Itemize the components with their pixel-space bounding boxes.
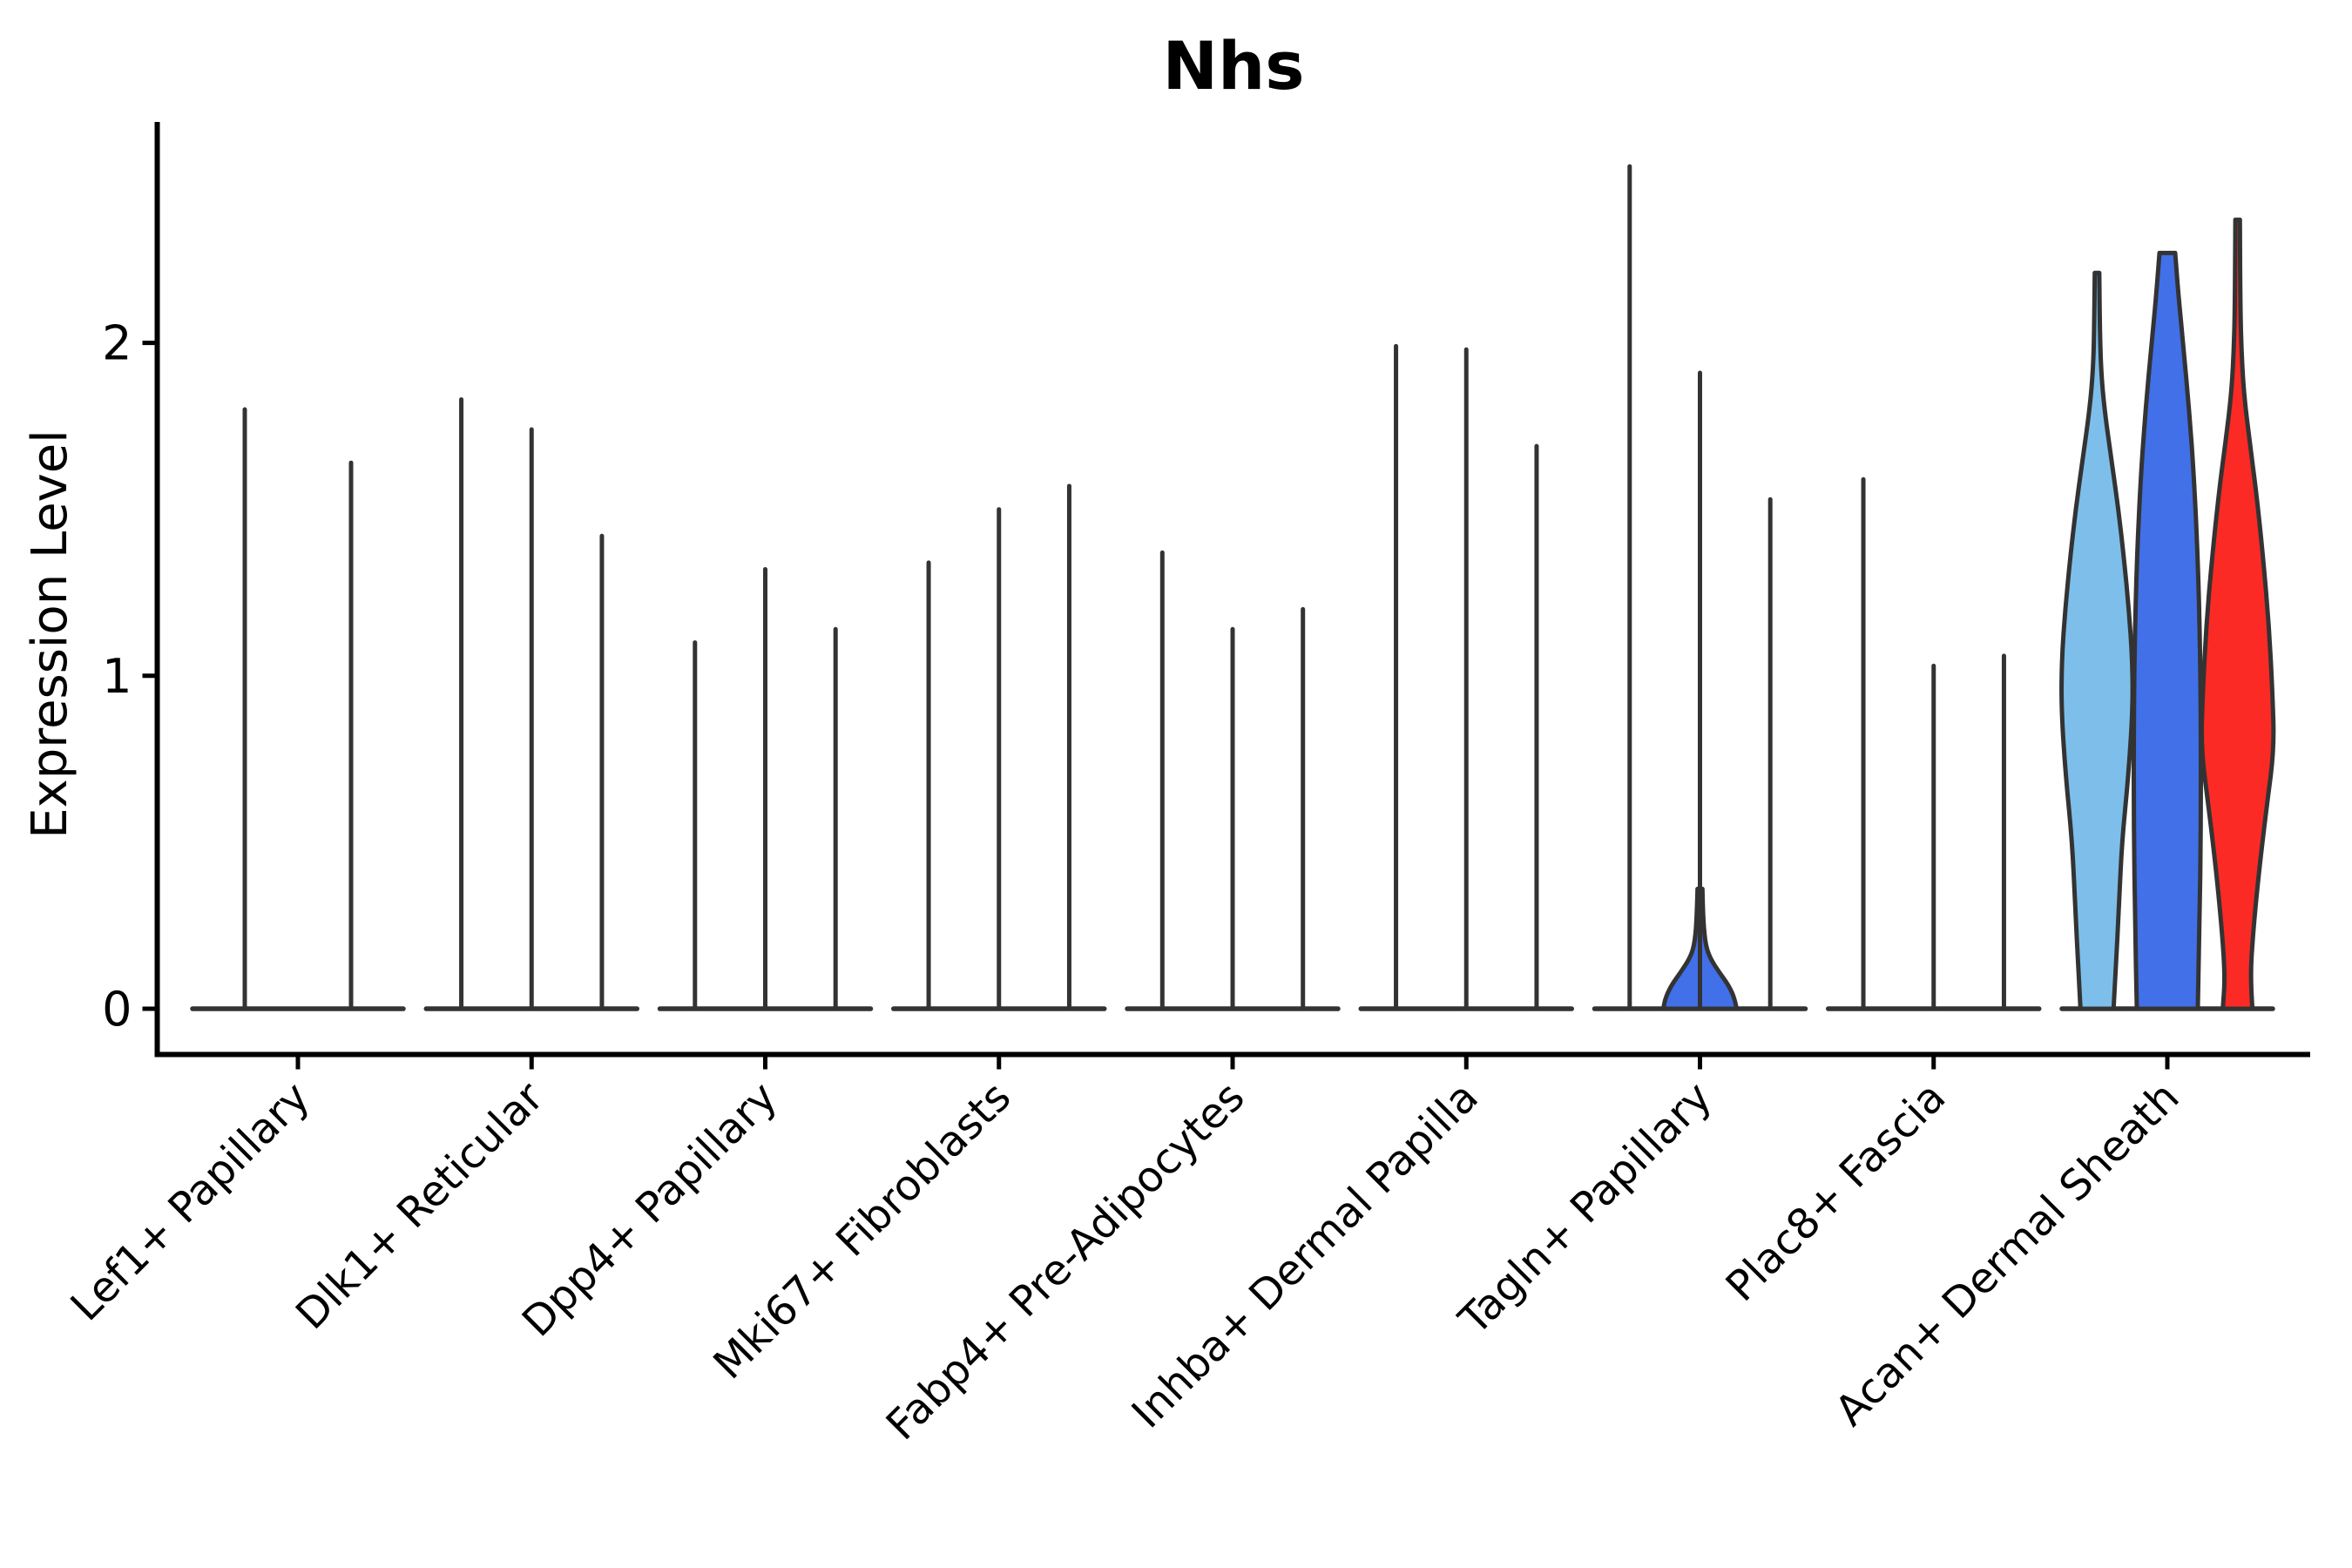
- x-tick-label: Plac8+ Fascia: [1717, 1072, 1956, 1311]
- x-tick-label: Lef1+ Papillary: [62, 1072, 320, 1330]
- violin-group: [657, 566, 874, 1011]
- violin-group: [891, 483, 1107, 1011]
- x-tick-label: Tagln+ Papillary: [1450, 1072, 1721, 1344]
- x-tick-label: Dpp4+ Papillary: [513, 1072, 787, 1346]
- violin-group: [1592, 164, 1808, 1011]
- violin-group: [1826, 476, 2042, 1011]
- y-axis-label: Expression Level: [22, 429, 78, 839]
- x-tick-label: Dlk1+ Reticular: [287, 1072, 553, 1339]
- y-tick-label: 2: [102, 316, 132, 371]
- violin-body: [2132, 250, 2203, 1011]
- chart-title: Nhs: [1163, 27, 1305, 105]
- violin-group: [190, 407, 406, 1011]
- violin-group: [1358, 343, 1574, 1011]
- y-tick-label: 0: [102, 982, 132, 1037]
- violin-body: [2200, 217, 2276, 1011]
- violin-group: [1125, 550, 1341, 1011]
- violin-body: [2059, 270, 2135, 1011]
- violin-group: [423, 397, 639, 1011]
- y-tick-label: 1: [102, 649, 132, 704]
- violins-layer: [190, 164, 2276, 1011]
- violin-group: [2059, 217, 2276, 1011]
